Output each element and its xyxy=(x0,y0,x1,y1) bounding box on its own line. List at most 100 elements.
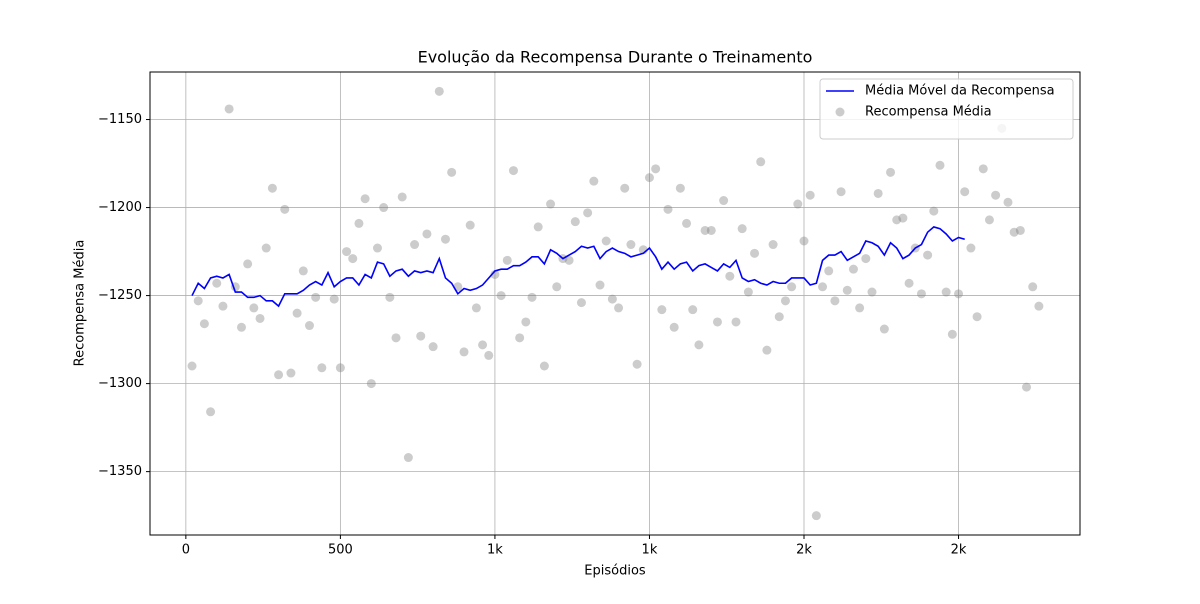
point xyxy=(552,282,562,292)
point xyxy=(274,370,284,380)
point xyxy=(842,285,852,295)
point xyxy=(1022,382,1032,392)
point xyxy=(311,292,321,302)
point xyxy=(607,294,617,304)
point xyxy=(508,166,518,176)
point xyxy=(774,312,784,322)
y-tick-label: −1150 xyxy=(98,112,142,127)
point xyxy=(564,255,574,265)
point xyxy=(267,183,277,193)
point xyxy=(440,234,450,244)
point xyxy=(1003,197,1013,207)
point xyxy=(372,243,382,253)
point xyxy=(657,305,667,315)
point xyxy=(243,259,253,269)
point xyxy=(1034,301,1044,311)
point xyxy=(286,368,296,378)
point xyxy=(712,317,722,327)
point xyxy=(861,254,871,264)
point xyxy=(601,236,611,246)
point xyxy=(490,269,500,279)
point xyxy=(867,287,877,297)
point xyxy=(904,278,914,288)
point xyxy=(199,319,209,329)
line xyxy=(191,226,965,308)
point xyxy=(966,243,976,253)
point xyxy=(218,301,228,311)
point xyxy=(898,213,908,223)
point xyxy=(935,160,945,170)
y-axis-label: Recompensa Média xyxy=(73,240,88,367)
point xyxy=(972,312,982,322)
point xyxy=(916,289,926,299)
x-axis-label: Episódios xyxy=(584,564,646,579)
legend-swatch xyxy=(835,107,845,117)
point xyxy=(725,271,735,281)
point xyxy=(576,298,586,308)
plot-frame xyxy=(149,71,1081,536)
legend: Média Móvel da Recompensa Recompensa Médi… xyxy=(819,78,1074,140)
point xyxy=(292,308,302,318)
point xyxy=(502,255,512,265)
point xyxy=(768,240,778,250)
point xyxy=(700,225,710,235)
legend-label: Recompensa Média xyxy=(865,105,992,120)
point xyxy=(422,229,432,239)
y-tick-label: −1200 xyxy=(98,200,142,215)
point xyxy=(595,280,605,290)
point xyxy=(719,196,729,206)
point xyxy=(360,194,370,204)
point xyxy=(434,86,444,96)
point xyxy=(632,359,642,369)
point xyxy=(527,292,537,302)
point xyxy=(366,379,376,389)
x-tick-label: 2k xyxy=(951,543,967,558)
point xyxy=(644,173,654,183)
x-tick-label: 0 xyxy=(182,543,190,558)
point xyxy=(471,303,481,313)
point xyxy=(626,240,636,250)
x-tick-label: 2k xyxy=(796,543,812,558)
point xyxy=(533,222,543,232)
point xyxy=(416,331,426,341)
point xyxy=(614,303,624,313)
point xyxy=(873,188,883,198)
point xyxy=(750,248,760,258)
y-tick-label: −1250 xyxy=(98,288,142,303)
point xyxy=(348,254,358,264)
point xyxy=(193,296,203,306)
point xyxy=(1009,227,1019,237)
point xyxy=(824,266,834,276)
point xyxy=(484,350,494,360)
point xyxy=(1015,225,1025,235)
point xyxy=(978,164,988,174)
point xyxy=(830,296,840,306)
point xyxy=(793,199,803,209)
point xyxy=(255,313,265,323)
point xyxy=(805,190,815,200)
point xyxy=(818,282,828,292)
point xyxy=(379,203,389,213)
point xyxy=(879,324,889,334)
point xyxy=(984,215,994,225)
point xyxy=(836,187,846,197)
point xyxy=(923,250,933,260)
point xyxy=(743,287,753,297)
point xyxy=(224,104,234,114)
point xyxy=(855,303,865,313)
point xyxy=(391,333,401,343)
point xyxy=(249,303,259,313)
point xyxy=(478,340,488,350)
point xyxy=(886,167,896,177)
point xyxy=(521,317,531,327)
x-tick-label: 500 xyxy=(328,543,353,558)
point xyxy=(403,453,413,463)
point xyxy=(335,363,345,373)
point xyxy=(694,340,704,350)
point xyxy=(762,345,772,355)
point xyxy=(780,296,790,306)
point xyxy=(929,206,939,216)
point xyxy=(799,236,809,246)
point xyxy=(991,190,1001,200)
